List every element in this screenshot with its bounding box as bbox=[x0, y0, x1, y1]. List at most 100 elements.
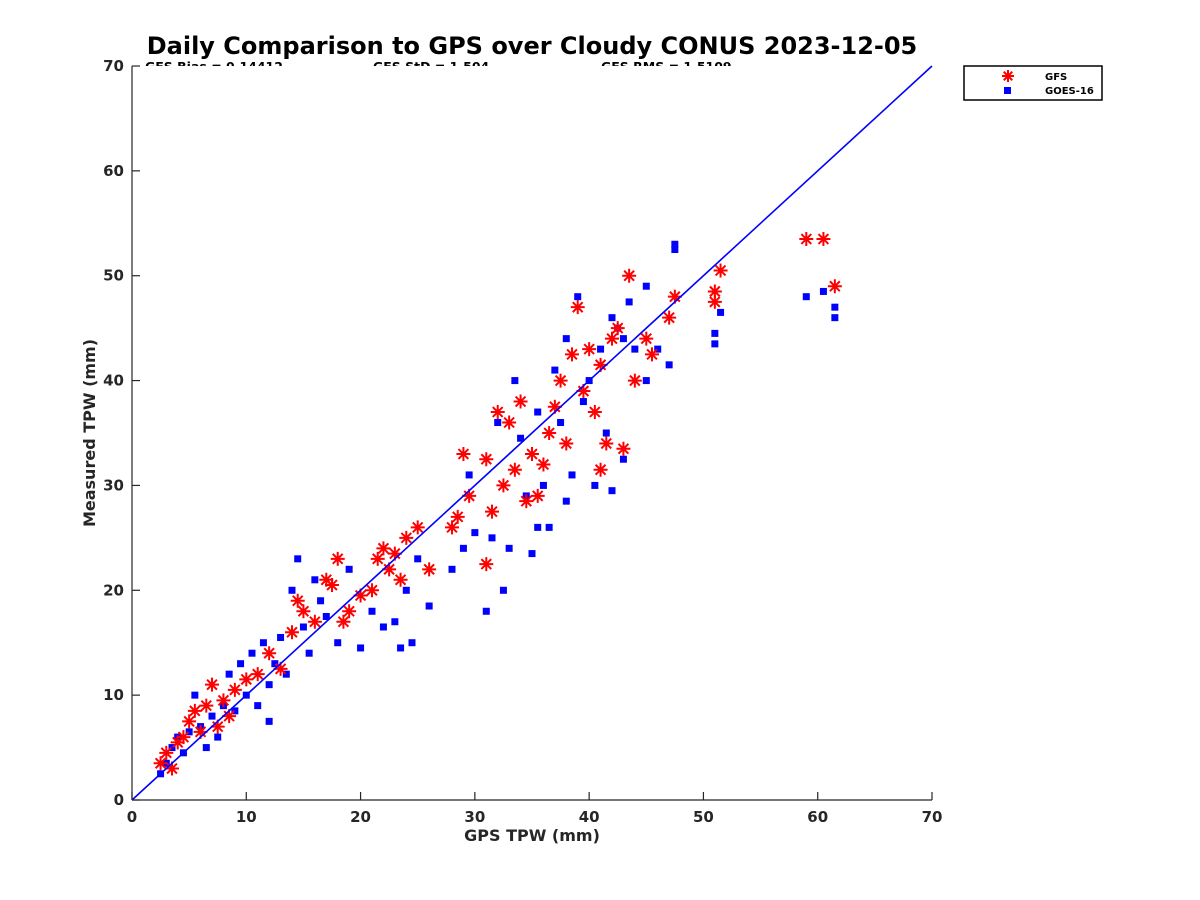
gfs-point-strokes bbox=[273, 661, 288, 676]
legend-goes-16-marker bbox=[1004, 87, 1011, 94]
goes-16-point bbox=[225, 670, 233, 678]
gfs-point bbox=[622, 268, 637, 283]
goes-16-point bbox=[237, 660, 245, 668]
gfs-point bbox=[610, 321, 625, 336]
goes-16-point bbox=[631, 345, 639, 353]
y-tick-label: 10 bbox=[103, 686, 124, 704]
gfs-point bbox=[399, 530, 414, 545]
gfs-point-strokes bbox=[502, 415, 517, 430]
gfs-point-strokes bbox=[816, 232, 831, 247]
gfs-point bbox=[570, 300, 585, 315]
goes-16-point bbox=[288, 586, 296, 594]
goes-16-point bbox=[482, 607, 490, 615]
gfs-point bbox=[227, 682, 242, 697]
goes-16-point bbox=[231, 707, 239, 715]
gfs-point-strokes bbox=[365, 583, 379, 598]
gfs-point-strokes bbox=[576, 384, 591, 399]
gfs-point bbox=[707, 294, 722, 309]
gfs-point bbox=[502, 415, 517, 430]
gfs-point bbox=[667, 289, 682, 304]
gfs-point bbox=[565, 347, 579, 362]
gfs-point bbox=[593, 357, 608, 372]
gfs-point-strokes bbox=[393, 572, 408, 587]
goes-16-point bbox=[271, 660, 279, 668]
goes-16-point bbox=[494, 419, 502, 427]
gfs-point bbox=[662, 310, 677, 325]
gfs-point-strokes bbox=[239, 672, 254, 687]
x-tick-label: 50 bbox=[693, 808, 714, 826]
goes-16-point bbox=[322, 613, 330, 620]
gfs-point bbox=[479, 452, 494, 467]
gfs-point-strokes bbox=[170, 735, 185, 750]
gfs-point bbox=[239, 672, 254, 687]
goes-16-point bbox=[642, 282, 650, 290]
goes-16-point bbox=[539, 481, 547, 489]
gfs-point-strokes bbox=[376, 541, 391, 556]
gfs-point bbox=[296, 604, 311, 619]
goes-16-point bbox=[488, 534, 496, 542]
gfs-point-strokes bbox=[496, 478, 511, 493]
gfs-point-strokes bbox=[605, 331, 619, 346]
gfs-point-strokes bbox=[450, 509, 465, 524]
gfs-point bbox=[336, 614, 351, 629]
gfs-point bbox=[519, 494, 534, 509]
gfs-point-strokes bbox=[479, 452, 494, 467]
gfs-point-strokes bbox=[587, 405, 602, 420]
gfs-point bbox=[422, 562, 437, 577]
gfs-point bbox=[816, 232, 831, 247]
gfs-point bbox=[170, 735, 185, 750]
gfs-point-strokes bbox=[182, 714, 197, 729]
gfs-point bbox=[639, 331, 654, 346]
goes-16-point bbox=[654, 345, 662, 353]
gfs-point bbox=[490, 405, 505, 420]
goes-16-point bbox=[642, 377, 650, 385]
gfs-point-strokes bbox=[627, 373, 642, 388]
goes-16-point bbox=[402, 586, 410, 594]
gfs-point bbox=[222, 709, 237, 724]
y-tick-label: 70 bbox=[103, 57, 124, 75]
gfs-point bbox=[462, 488, 477, 503]
gfs-point bbox=[193, 724, 208, 739]
gfs-point-strokes bbox=[456, 446, 471, 461]
gfs-point bbox=[325, 578, 339, 593]
gfs-point bbox=[307, 614, 322, 629]
gfs-point bbox=[285, 625, 299, 640]
goes-16-point bbox=[545, 523, 553, 531]
gfs-point bbox=[165, 761, 179, 776]
goes-16-point bbox=[619, 455, 627, 463]
goes-16-point bbox=[277, 633, 285, 641]
gfs-point-strokes bbox=[667, 289, 682, 304]
gfs-point-strokes bbox=[159, 745, 174, 760]
goes-16-point bbox=[511, 377, 519, 385]
goes-16-point bbox=[397, 644, 405, 652]
y-tick-label: 0 bbox=[114, 791, 124, 809]
goes-16-point bbox=[391, 618, 399, 626]
gfs-point-strokes bbox=[410, 520, 425, 535]
gfs-point bbox=[616, 441, 631, 456]
goes-16-point bbox=[528, 550, 536, 558]
goes-16-point bbox=[265, 717, 273, 725]
gfs-point-strokes bbox=[525, 446, 539, 461]
gfs-point bbox=[210, 719, 225, 734]
gfs-point-strokes bbox=[547, 399, 562, 414]
goes-16-point bbox=[505, 544, 513, 552]
gfs-point-strokes bbox=[222, 709, 237, 724]
goes-16-point bbox=[557, 419, 565, 427]
goes-16-point bbox=[608, 314, 616, 322]
goes-16-point bbox=[717, 308, 725, 316]
goes-16-point bbox=[202, 744, 210, 752]
gfs-point-strokes bbox=[582, 342, 597, 357]
gfs-point-strokes bbox=[593, 357, 608, 372]
gfs-point bbox=[205, 677, 219, 692]
y-tick-label: 30 bbox=[103, 476, 124, 494]
gfs-point bbox=[496, 478, 511, 493]
gfs-point-strokes bbox=[462, 488, 477, 503]
legend-gfs-marker-strokes bbox=[1002, 70, 1014, 82]
gfs-point bbox=[513, 394, 528, 409]
gfs-point-strokes bbox=[370, 551, 385, 566]
goes-16-point bbox=[819, 287, 827, 295]
gfs-point bbox=[530, 488, 545, 503]
gfs-point-strokes bbox=[707, 294, 722, 309]
legend-goes-16-label: GOES-16 bbox=[1045, 86, 1094, 97]
gfs-point bbox=[387, 546, 402, 561]
